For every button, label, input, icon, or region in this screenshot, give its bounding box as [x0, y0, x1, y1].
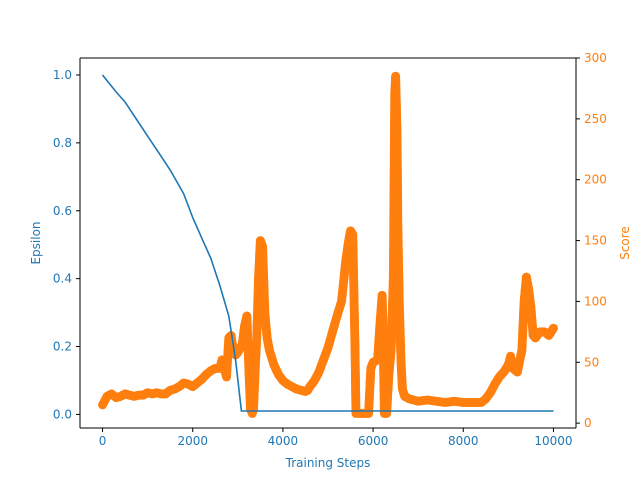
epsilon-series — [101, 74, 554, 412]
right-axis-title: Score — [618, 226, 632, 260]
epsilon-line — [101, 74, 554, 412]
left-tick-label: 0.0 — [53, 407, 72, 421]
left-axis-title: Epsilon — [29, 221, 43, 264]
score-point — [548, 323, 558, 333]
plot-frame — [80, 58, 576, 428]
x-tick-label: 2000 — [177, 434, 208, 448]
x-tick-label: 6000 — [358, 434, 389, 448]
right-tick-label: 50 — [584, 355, 599, 369]
right-tick-label: 200 — [584, 173, 607, 187]
left-tick-label: 0.4 — [53, 272, 72, 286]
x-tick-label: 10000 — [534, 434, 572, 448]
right-tick-label: 300 — [584, 51, 607, 65]
score-series — [98, 71, 558, 418]
x-axis-ticks: 0 2000 4000 6000 8000 10000 — [99, 428, 573, 448]
left-tick-label: 0.2 — [53, 340, 72, 354]
right-axis-ticks: 0 50 100 150 200 250 300 — [576, 51, 607, 430]
x-tick-label: 4000 — [268, 434, 299, 448]
right-tick-label: 150 — [584, 234, 607, 248]
right-tick-label: 250 — [584, 112, 607, 126]
x-tick-label: 8000 — [448, 434, 479, 448]
left-tick-label: 0.8 — [53, 136, 72, 150]
left-axis-ticks: 0.0 0.2 0.4 0.6 0.8 1.0 — [53, 68, 80, 421]
right-tick-label: 0 — [584, 416, 592, 430]
x-axis-title: Training Steps — [285, 456, 371, 470]
right-tick-label: 100 — [584, 294, 607, 308]
left-tick-label: 1.0 — [53, 68, 72, 82]
left-tick-label: 0.6 — [53, 204, 72, 218]
x-tick-label: 0 — [99, 434, 107, 448]
